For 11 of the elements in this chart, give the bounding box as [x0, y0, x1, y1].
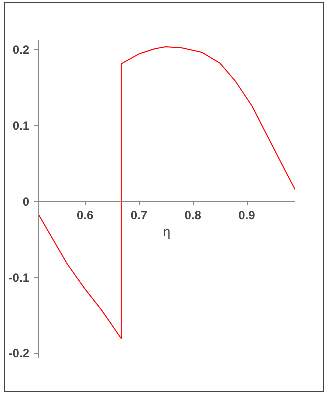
x-tick-label: 0.8	[184, 208, 202, 222]
x-tick-label: 0.6	[77, 208, 94, 222]
y-tick-label: 0.1	[12, 119, 30, 133]
y-tick-label: 0.2	[12, 43, 30, 58]
line-series	[38, 46, 296, 340]
y-tick-label: 0	[22, 194, 30, 209]
x-tick-label: 0.9	[238, 208, 256, 222]
y-tick-label: -0.1	[8, 270, 30, 285]
x-tick-label: 0.7	[130, 208, 148, 222]
y-tick-label: -0.2	[8, 346, 30, 361]
x-axis-title: η	[163, 224, 171, 240]
